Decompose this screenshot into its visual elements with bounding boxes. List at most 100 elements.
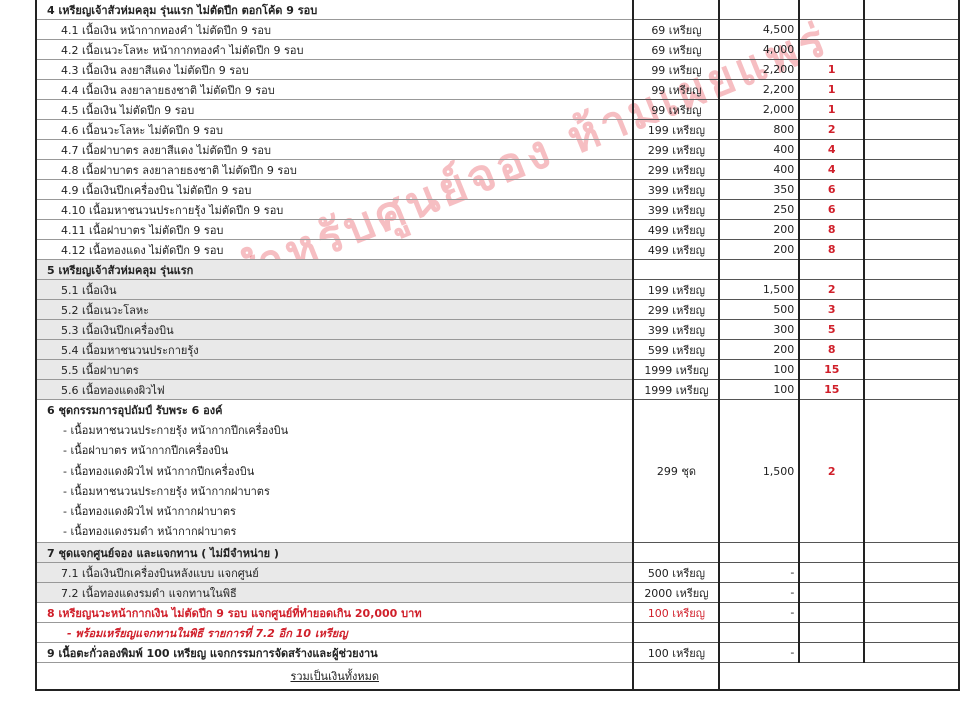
item-quantity: - <box>718 642 800 664</box>
set6-line: - เนื้อทองแดงรมดำ หน้ากากฝาบาตร <box>63 525 237 539</box>
item-description: 4.9 เนื้อเงินปีกเครื่องบิน ไม่ตัดปีก 9 ร… <box>34 179 634 200</box>
empty-cell <box>863 119 960 140</box>
item-count: 15 <box>798 359 865 380</box>
item-description: 5.6 เนื้อทองแดงผิวไฟ <box>34 379 634 400</box>
item-price: 69 เหรียญ <box>632 19 720 40</box>
empty-cell <box>863 239 960 260</box>
item-description: 4.5 เนื้อเงิน ไม่ตัดปีก 9 รอบ <box>34 99 634 120</box>
item-quantity: 250 <box>718 199 800 220</box>
item-description: 5.4 เนื้อมหาชนวนประกายรุ้ง <box>34 339 634 360</box>
item-count: 1 <box>798 79 865 100</box>
set6-line: - เนื้อมหาชนวนประกายรุ้ง หน้ากากฝาบาตร <box>63 484 270 498</box>
item-quantity: - <box>718 562 800 584</box>
item-count <box>798 19 865 40</box>
table-row: 5 เหรียญเจ้าสัวห่มคลุม รุ่นแรก <box>34 259 960 280</box>
item-description: 4.12 เนื้อทองแดง ไม่ตัดปีก 9 รอบ <box>34 239 634 260</box>
item-count <box>798 0 865 20</box>
item-description: 8 เหรียญนวะหน้ากากเงิน ไม่ตัดปีก 9 รอบ แ… <box>34 602 634 624</box>
item-quantity: 200 <box>718 239 800 260</box>
item-quantity: 4,000 <box>718 39 800 60</box>
item-description: 4.11 เนื้อฝาบาตร ไม่ตัดปีก 9 รอบ <box>34 219 634 240</box>
item-description: 7.2 เนื้อทองแดงรมดำ แจกทานในพิธี <box>34 582 634 604</box>
table-row: 4.12 เนื้อทองแดง ไม่ตัดปีก 9 รอบ 499 เหรี… <box>34 239 960 260</box>
table-row: 9 เนื้อตะกั่วลองพิมพ์ 100 เหรียญ แจกกรรม… <box>34 642 960 664</box>
item-price: 100 เหรียญ <box>632 642 720 664</box>
item-count <box>798 622 865 644</box>
item-price <box>632 542 720 564</box>
item-description: 9 เนื้อตะกั่วลองพิมพ์ 100 เหรียญ แจกกรรม… <box>34 642 634 664</box>
empty-cell <box>863 398 960 544</box>
total-label: รวมเป็นเงินทั้งหมด <box>34 662 634 692</box>
item-count <box>798 562 865 584</box>
empty-cell <box>863 582 960 604</box>
item-count: 2 <box>798 279 865 300</box>
item-count: 8 <box>798 339 865 360</box>
table-row: 7.1 เนื้อเงินปีกเครื่องบินหลังแบบ แจกศูน… <box>34 562 960 584</box>
item-price: 99 เหรียญ <box>632 79 720 100</box>
item-description: 4.2 เนื้อเนวะโลหะ หน้ากากทองคำ ไม่ตัดปีก… <box>34 39 634 60</box>
item-price: 599 เหรียญ <box>632 339 720 360</box>
empty-cell <box>863 19 960 40</box>
item-price: 399 เหรียญ <box>632 179 720 200</box>
table-row: 4.10 เนื้อมหาชนวนประกายรุ้ง ไม่ตัดปีก 9 … <box>34 199 960 220</box>
empty-cell <box>863 279 960 300</box>
empty-cell <box>863 379 960 400</box>
item-description: 7.1 เนื้อเงินปีกเครื่องบินหลังแบบ แจกศูน… <box>34 562 634 584</box>
item-count <box>798 39 865 60</box>
table-row: 4.7 เนื้อฝาบาตร ลงยาสีแดง ไม่ตัดปีก 9 รอ… <box>34 139 960 160</box>
set6-price: 299 ชุด <box>632 398 720 544</box>
item-price: 499 เหรียญ <box>632 219 720 240</box>
table-row: 8 เหรียญนวะหน้ากากเงิน ไม่ตัดปีก 9 รอบ แ… <box>34 602 960 624</box>
set6-description: 6 ชุดกรรมการอุปถัมป์ รับพระ 6 องค์ - เนื้… <box>34 398 634 544</box>
item-description: 4.7 เนื้อฝาบาตร ลงยาสีแดง ไม่ตัดปีก 9 รอ… <box>34 139 634 160</box>
item-price: 1999 เหรียญ <box>632 379 720 400</box>
item-description: 4.6 เนื้อนวะโลหะ ไม่ตัดปีก 9 รอบ <box>34 119 634 140</box>
empty-cell <box>863 602 960 624</box>
item-quantity <box>718 259 800 280</box>
table-row: 4.1 เนื้อเงิน หน้ากากทองคำ ไม่ตัดปีก 9 ร… <box>34 19 960 40</box>
item-description: 4.3 เนื้อเงิน ลงยาสีแดง ไม่ตัดปีก 9 รอบ <box>34 59 634 80</box>
table-row: 4.9 เนื้อเงินปีกเครื่องบิน ไม่ตัดปีก 9 ร… <box>34 179 960 200</box>
empty-cell <box>863 642 960 664</box>
item-quantity <box>718 0 800 20</box>
empty-cell <box>863 159 960 180</box>
item-description: 5.1 เนื้อเงิน <box>34 279 634 300</box>
set6-line: - เนื้อทองแดงผิวไฟ หน้ากากปีกเครื่องบิน <box>63 464 255 478</box>
table-row: 5.4 เนื้อมหาชนวนประกายรุ้ง 599 เหรียญ 200 8 <box>34 339 960 360</box>
table-row: 4.8 เนื้อฝาบาตร ลงยาลายธงชาติ ไม่ตัดปีก … <box>34 159 960 180</box>
empty-cell <box>863 99 960 120</box>
item-price: 499 เหรียญ <box>632 239 720 260</box>
empty-cell <box>632 662 720 692</box>
item-quantity: - <box>718 602 800 624</box>
table-row: 4.6 เนื้อนวะโลหะ ไม่ตัดปีก 9 รอบ 199 เหรี… <box>34 119 960 140</box>
item-count: 3 <box>798 299 865 320</box>
item-quantity: 200 <box>718 339 800 360</box>
empty-cell <box>863 199 960 220</box>
item-quantity <box>718 622 800 644</box>
item-quantity: 4,500 <box>718 19 800 40</box>
table-row: 4 เหรียญเจ้าสัวห่มคลุม รุ่นแรก ไม่ตัดปีก… <box>34 0 960 20</box>
item-count <box>798 582 865 604</box>
empty-cell <box>863 219 960 240</box>
empty-cell <box>863 542 960 564</box>
item-price: 99 เหรียญ <box>632 59 720 80</box>
set6-quantity: 1,500 <box>718 398 800 544</box>
empty-cell <box>863 179 960 200</box>
table-row: 4.3 เนื้อเงิน ลงยาสีแดง ไม่ตัดปีก 9 รอบ 9… <box>34 59 960 80</box>
empty-cell <box>863 259 960 280</box>
item-price: 500 เหรียญ <box>632 562 720 584</box>
item-price: 69 เหรียญ <box>632 39 720 60</box>
empty-cell <box>863 339 960 360</box>
empty-cell <box>863 562 960 584</box>
item-description: 5.5 เนื้อฝาบาตร <box>34 359 634 380</box>
empty-cell <box>863 359 960 380</box>
item-price: 399 เหรียญ <box>632 199 720 220</box>
item-count: 1 <box>798 99 865 120</box>
item-count: 5 <box>798 319 865 340</box>
set6-count: 2 <box>798 398 865 544</box>
item-description: 5.3 เนื้อเงินปีกเครื่องบิน <box>34 319 634 340</box>
item-count: 6 <box>798 199 865 220</box>
item-price: 1999 เหรียญ <box>632 359 720 380</box>
item-quantity: 400 <box>718 139 800 160</box>
item-quantity: 200 <box>718 219 800 240</box>
